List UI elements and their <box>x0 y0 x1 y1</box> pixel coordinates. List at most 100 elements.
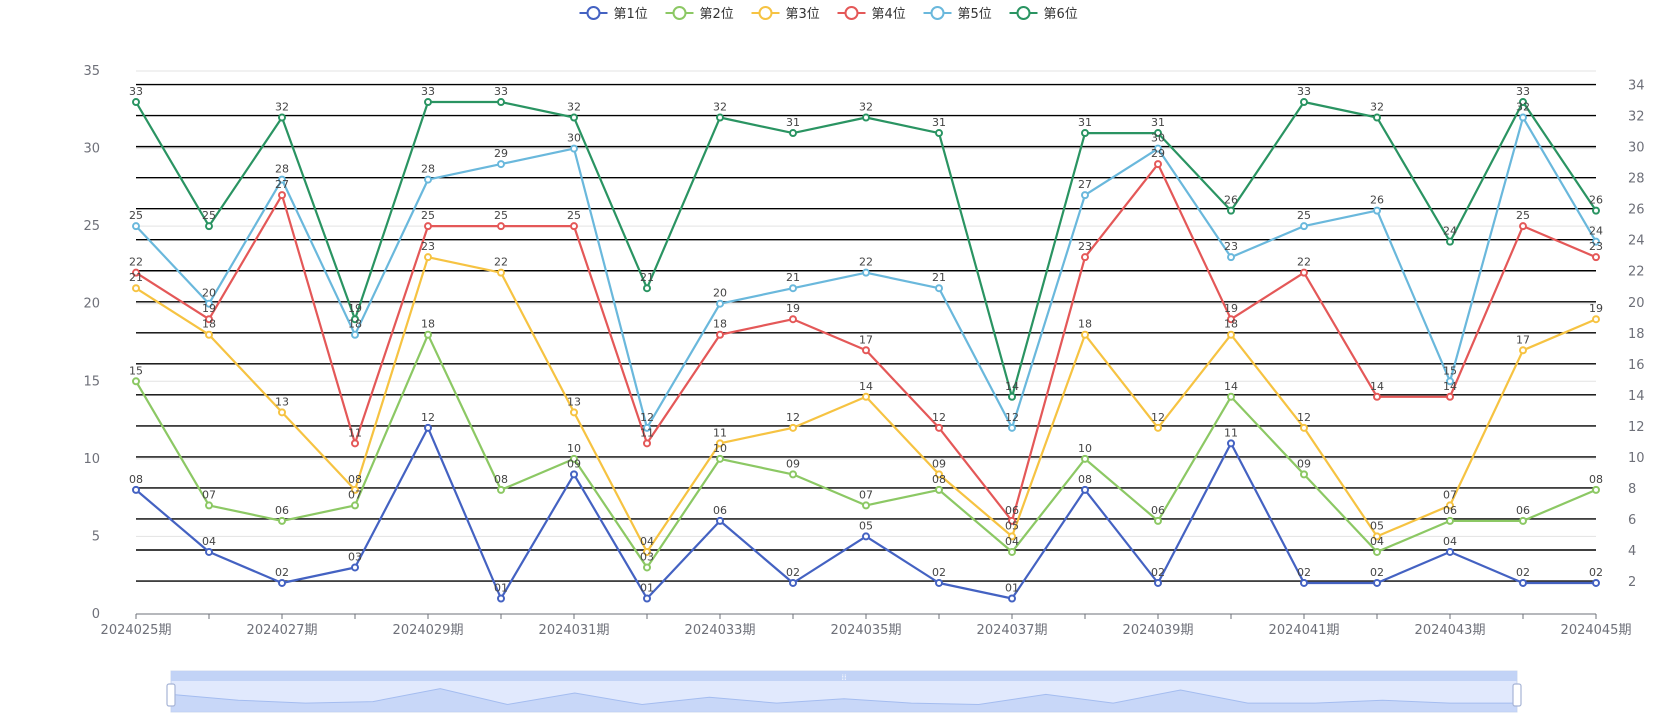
data-point[interactable] <box>1154 129 1162 138</box>
data-point[interactable] <box>935 284 943 293</box>
data-point[interactable] <box>570 454 578 463</box>
data-point[interactable] <box>497 98 505 107</box>
data-point[interactable] <box>643 547 651 556</box>
data-point[interactable] <box>132 268 140 277</box>
data-point[interactable] <box>570 144 578 153</box>
data-point[interactable] <box>935 578 943 587</box>
legend-label-5[interactable]: 第5位 <box>958 7 992 22</box>
legend-label-4[interactable]: 第4位 <box>872 7 906 22</box>
data-point[interactable] <box>789 284 797 293</box>
data-point[interactable] <box>935 470 943 479</box>
data-point[interactable] <box>132 284 140 293</box>
data-point[interactable] <box>862 532 870 541</box>
data-point[interactable] <box>424 222 432 231</box>
data-point[interactable] <box>1519 113 1527 122</box>
legend-marker-6[interactable] <box>1016 6 1031 20</box>
data-point[interactable] <box>643 594 651 603</box>
data-point[interactable] <box>278 516 286 525</box>
data-point[interactable] <box>1081 330 1089 339</box>
data-point[interactable] <box>351 501 359 510</box>
data-point[interactable] <box>1081 191 1089 200</box>
data-point[interactable] <box>643 563 651 572</box>
data-point[interactable] <box>1592 253 1600 262</box>
legend-label-6[interactable]: 第6位 <box>1044 7 1078 22</box>
data-point[interactable] <box>716 454 724 463</box>
datazoom-move-handle-icon[interactable]: ⁞⁞ <box>841 673 846 682</box>
data-point[interactable] <box>205 222 213 231</box>
data-point[interactable] <box>862 501 870 510</box>
data-point[interactable] <box>1373 532 1381 541</box>
data-point[interactable] <box>1300 578 1308 587</box>
data-point[interactable] <box>716 330 724 339</box>
data-point[interactable] <box>716 299 724 308</box>
data-point[interactable] <box>1592 237 1600 246</box>
data-point[interactable] <box>862 113 870 122</box>
data-point[interactable] <box>1154 144 1162 153</box>
data-point[interactable] <box>278 408 286 417</box>
data-point[interactable] <box>351 330 359 339</box>
data-point[interactable] <box>205 547 213 556</box>
data-point[interactable] <box>497 160 505 169</box>
data-point[interactable] <box>424 330 432 339</box>
data-point[interactable] <box>1154 423 1162 432</box>
data-point[interactable] <box>132 377 140 386</box>
data-point[interactable] <box>1300 423 1308 432</box>
legend-marker-5[interactable] <box>930 6 945 20</box>
data-point[interactable] <box>1227 392 1235 401</box>
data-point[interactable] <box>205 330 213 339</box>
legend-marker-3[interactable] <box>758 6 773 20</box>
data-point[interactable] <box>351 315 359 324</box>
data-point[interactable] <box>789 423 797 432</box>
data-point[interactable] <box>1446 392 1454 401</box>
data-point[interactable] <box>789 578 797 587</box>
data-point[interactable] <box>716 439 724 448</box>
data-point[interactable] <box>1446 377 1454 386</box>
data-point[interactable] <box>935 485 943 494</box>
data-point[interactable] <box>1227 439 1235 448</box>
data-point[interactable] <box>716 113 724 122</box>
data-point[interactable] <box>862 392 870 401</box>
data-point[interactable] <box>862 346 870 355</box>
datazoom-move-bar[interactable] <box>171 671 1517 681</box>
data-point[interactable] <box>497 222 505 231</box>
data-point[interactable] <box>1519 516 1527 525</box>
data-point[interactable] <box>1227 253 1235 262</box>
data-point[interactable] <box>132 222 140 231</box>
data-point[interactable] <box>1154 516 1162 525</box>
data-point[interactable] <box>1373 392 1381 401</box>
data-point[interactable] <box>1008 516 1016 525</box>
datazoom-left-handle[interactable] <box>166 683 176 707</box>
data-point[interactable] <box>278 113 286 122</box>
data-point[interactable] <box>1154 160 1162 169</box>
legend-marker-4[interactable] <box>844 6 859 20</box>
data-point[interactable] <box>1446 547 1454 556</box>
data-point[interactable] <box>1300 222 1308 231</box>
data-point[interactable] <box>716 516 724 525</box>
data-point[interactable] <box>1227 206 1235 215</box>
data-point[interactable] <box>424 253 432 262</box>
data-point[interactable] <box>1592 578 1600 587</box>
data-point[interactable] <box>1008 532 1016 541</box>
data-point[interactable] <box>351 563 359 572</box>
data-point[interactable] <box>1592 315 1600 324</box>
data-point[interactable] <box>351 485 359 494</box>
data-point[interactable] <box>1008 547 1016 556</box>
data-point[interactable] <box>424 423 432 432</box>
data-point[interactable] <box>278 175 286 184</box>
data-point[interactable] <box>1519 346 1527 355</box>
data-point[interactable] <box>132 98 140 107</box>
data-point[interactable] <box>132 485 140 494</box>
data-point[interactable] <box>424 98 432 107</box>
data-point[interactable] <box>570 470 578 479</box>
data-point[interactable] <box>570 408 578 417</box>
data-point[interactable] <box>205 501 213 510</box>
data-point[interactable] <box>1081 129 1089 138</box>
data-point[interactable] <box>789 129 797 138</box>
data-point[interactable] <box>1373 547 1381 556</box>
data-point[interactable] <box>643 284 651 293</box>
data-point[interactable] <box>1300 98 1308 107</box>
data-point[interactable] <box>570 222 578 231</box>
data-point[interactable] <box>424 175 432 184</box>
data-point[interactable] <box>643 423 651 432</box>
data-point[interactable] <box>1373 206 1381 215</box>
